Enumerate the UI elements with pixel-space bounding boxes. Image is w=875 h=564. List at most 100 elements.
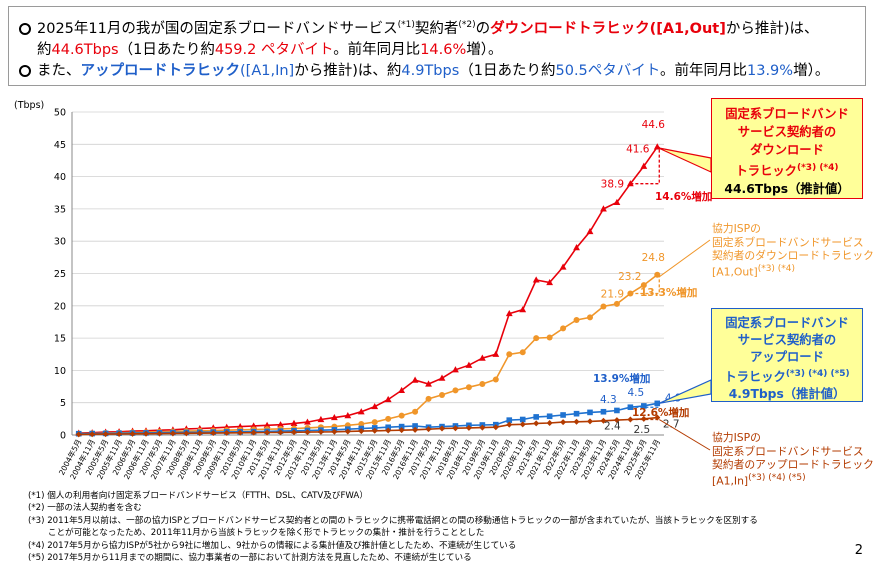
a1-out-label: ([A1,Out] — [649, 20, 726, 37]
summary-text: の — [475, 20, 491, 37]
data-point-diamond — [439, 425, 445, 432]
data-point-triangle — [465, 361, 473, 368]
data-point-diamond — [75, 431, 82, 438]
callout-value: 4.9Tbps（推計値） — [728, 387, 846, 402]
data-point-circle — [412, 408, 419, 415]
data-point-diamond — [560, 419, 567, 426]
summary-text: から推計)は、 — [725, 20, 819, 37]
bullet-circle-icon — [19, 22, 31, 35]
data-label: 23.2 — [618, 271, 641, 283]
data-point-triangle — [263, 421, 271, 428]
y-tick-label: 30 — [54, 237, 66, 248]
data-point-square — [641, 403, 647, 409]
data-point-circle — [640, 282, 647, 289]
annotation-text: [A1,In] — [712, 474, 749, 488]
chart-annotations: 14.6%増加 13.3%増加 13.9%増加 12.6%増加 — [593, 146, 712, 451]
annotation-line: 固定系ブロードバンドサービス — [712, 235, 864, 249]
y-tick-label: 15 — [54, 334, 66, 345]
summary-text: 増）。 — [466, 41, 503, 58]
data-point-diamond — [398, 427, 405, 434]
data-point-diamond — [546, 420, 553, 427]
data-point-triangle — [330, 413, 338, 421]
data-point-triangle — [559, 263, 567, 270]
y-axis-label: (Tbps) — [14, 100, 44, 111]
footnote: (*3) 2011年5月以前は、一部の協力ISPとブロードバンドサービス契約者と… — [28, 515, 758, 526]
data-point-square — [587, 409, 593, 416]
data-point-triangle — [452, 366, 459, 373]
download-value: 44.6Tbps — [51, 41, 119, 58]
data-point-diamond — [237, 429, 244, 436]
series-line — [78, 402, 658, 435]
summary-text: （1日あたり約 — [118, 41, 215, 58]
data-point-square — [614, 407, 620, 414]
isp-download-annotation: 協力ISPの 固定系ブロードバンドサービス 契約者のダウンロードトラヒック [A… — [712, 222, 874, 279]
data-point-diamond — [587, 418, 593, 425]
chart-axes: 05101520253035404550(Tbps)2004年5月2004年11… — [14, 100, 664, 481]
data-point-triangle — [438, 374, 446, 381]
annotation-line: 協力ISPの — [712, 431, 761, 444]
data-point-diamond — [264, 429, 271, 436]
footnote: (*2) 一部の法人契約者を含む — [28, 503, 142, 514]
footnote-ref: (*3) (*4) (*5) — [748, 472, 806, 483]
data-point-triangle — [357, 408, 365, 415]
data-point-square — [600, 408, 607, 415]
growth-bracket — [630, 417, 660, 421]
data-point-circle — [546, 334, 553, 341]
data-point-triangle — [532, 276, 540, 283]
data-point-triangle — [398, 386, 406, 394]
data-point-triangle — [277, 421, 284, 428]
y-tick-label: 35 — [54, 204, 66, 215]
data-point-diamond — [291, 429, 297, 436]
summary-line-1: 2025年11月の我が国の固定系ブロードバンドサービス(*1)契約者(*2)のダ… — [19, 15, 855, 40]
download-growth: 14.6% — [420, 41, 467, 58]
data-point-diamond — [89, 431, 96, 438]
data-point-circle — [425, 395, 432, 402]
data-point-square — [654, 400, 661, 407]
data-point-diamond — [277, 429, 284, 436]
y-tick-label: 40 — [54, 172, 66, 183]
data-point-triangle — [613, 198, 621, 206]
series-line — [78, 146, 658, 434]
annotation-line: 契約者のアップロードトラヒック — [712, 458, 874, 471]
data-point-diamond — [492, 424, 499, 431]
data-point-triangle — [425, 380, 432, 387]
data-point-circle — [533, 335, 540, 342]
data-point-diamond — [331, 428, 338, 435]
data-point-diamond — [317, 428, 324, 435]
annotation-text: [A1,Out] — [712, 265, 758, 279]
growth-label: 14.6%増加 — [655, 190, 712, 203]
upload-value: 4.9Tbps — [401, 62, 460, 79]
data-label: 24.8 — [642, 252, 665, 264]
annotation-line: 協力ISPの — [712, 222, 761, 235]
data-point-triangle — [492, 350, 500, 357]
data-point-diamond — [640, 415, 647, 422]
data-point-diamond — [600, 417, 607, 424]
data-point-square — [506, 417, 513, 423]
data-point-diamond — [425, 426, 432, 433]
data-point-diamond — [183, 430, 190, 437]
callout-line: ダウンロード — [750, 143, 824, 157]
data-point-circle — [519, 349, 526, 356]
data-point-square — [385, 424, 391, 431]
download-daily-volume: 459.2 ペタバイト — [214, 41, 334, 58]
data-point-triangle — [600, 205, 607, 212]
download-callout: 固定系ブロードバンド サービス契約者の ダウンロード トラヒック(*3) (*4… — [711, 98, 863, 199]
summary-text: 。前年同月比 — [660, 62, 747, 79]
data-point-triangle — [573, 244, 580, 251]
annotation-pointer — [659, 419, 711, 451]
summary-line-3: また、アップロードトラヒック([A1,In]から推計)は、約4.9Tbps（1日… — [19, 61, 855, 82]
data-point-diamond — [479, 424, 486, 431]
data-point-circle — [439, 391, 445, 398]
y-tick-label: 10 — [54, 366, 66, 377]
data-point-diamond — [613, 417, 620, 424]
data-point-diamond — [169, 430, 176, 437]
data-point-circle — [587, 314, 593, 321]
data-point-diamond — [519, 421, 526, 428]
annotation-pointer — [658, 239, 711, 278]
data-label: 4.5 — [627, 387, 644, 399]
data-label: 41.6 — [626, 143, 650, 155]
summary-text: 約 — [37, 41, 52, 58]
chart-gridlines — [72, 111, 664, 436]
growth-bracket — [630, 274, 660, 295]
data-point-diamond — [412, 426, 419, 433]
